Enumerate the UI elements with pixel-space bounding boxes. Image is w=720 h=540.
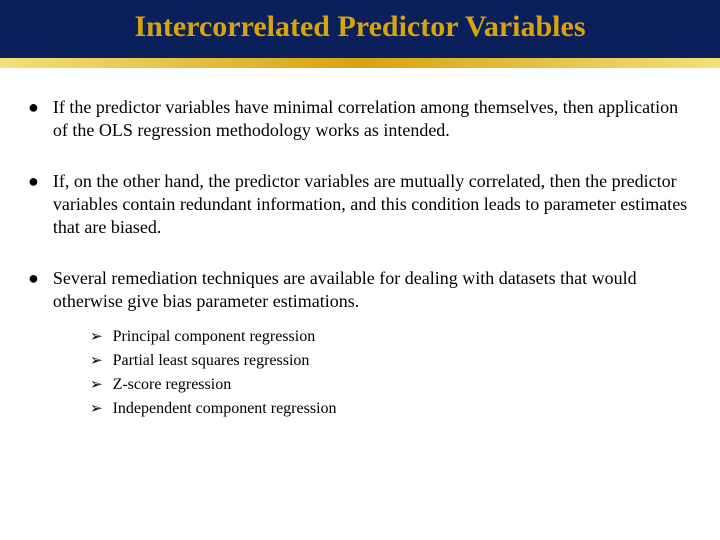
bullet-text: If the predictor variables have minimal … [53, 96, 692, 142]
arrow-icon: ➢ [90, 351, 103, 371]
bullet-item: ● If the predictor variables have minima… [28, 96, 692, 142]
sub-item: ➢ Principal component regression [90, 327, 692, 347]
header-band: Intercorrelated Predictor Variables [0, 0, 720, 58]
gold-divider [0, 58, 720, 68]
bullet-text: If, on the other hand, the predictor var… [53, 170, 692, 239]
bullet-item: ● Several remediation techniques are ava… [28, 267, 692, 313]
arrow-icon: ➢ [90, 375, 103, 395]
sub-text: Principal component regression [113, 327, 316, 347]
arrow-icon: ➢ [90, 399, 103, 419]
bullet-dot-icon: ● [28, 96, 39, 118]
sub-list: ➢ Principal component regression ➢ Parti… [90, 327, 692, 419]
bullet-dot-icon: ● [28, 267, 39, 289]
sub-item: ➢ Independent component regression [90, 399, 692, 419]
sub-item: ➢ Z-score regression [90, 375, 692, 395]
sub-text: Z-score regression [113, 375, 232, 395]
bullet-item: ● If, on the other hand, the predictor v… [28, 170, 692, 239]
sub-text: Independent component regression [113, 399, 337, 419]
content-area: ● If the predictor variables have minima… [0, 68, 720, 419]
page-title: Intercorrelated Predictor Variables [0, 10, 720, 44]
sub-text: Partial least squares regression [113, 351, 310, 371]
bullet-text: Several remediation techniques are avail… [53, 267, 692, 313]
bullet-dot-icon: ● [28, 170, 39, 192]
sub-item: ➢ Partial least squares regression [90, 351, 692, 371]
arrow-icon: ➢ [90, 327, 103, 347]
